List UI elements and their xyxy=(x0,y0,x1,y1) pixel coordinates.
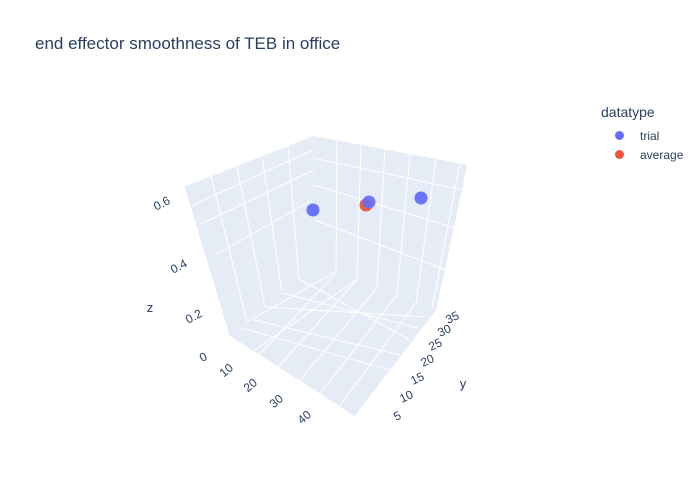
legend-item-average[interactable]: average xyxy=(601,145,683,164)
trial-point[interactable] xyxy=(306,203,320,217)
legend-item-trial[interactable]: trial xyxy=(601,126,683,145)
x-tick-label: 40 xyxy=(295,407,314,427)
axis-edges xyxy=(183,164,469,418)
z-tick-label: 0.6 xyxy=(151,193,173,213)
legend-marker xyxy=(615,150,624,159)
wall-yz xyxy=(313,136,468,310)
y-tick-label: 20 xyxy=(418,351,436,369)
legend-title: datatype xyxy=(601,104,655,120)
chart-title: end effector smoothness of TEB in office xyxy=(35,34,341,53)
y-tick-label: 25 xyxy=(426,335,444,353)
y-axis-title: y xyxy=(460,376,467,391)
x-tick-label: 30 xyxy=(267,391,286,411)
grid-lines xyxy=(192,139,464,413)
trial-point[interactable] xyxy=(414,191,428,205)
trial-point[interactable] xyxy=(362,195,376,209)
y-tick-label: 35 xyxy=(443,308,461,326)
z-tick-label: 0 xyxy=(197,349,210,365)
x-tick-label: 20 xyxy=(241,375,260,395)
y-axis-ticks: 5 10 15 20 25 30 35 xyxy=(391,308,461,423)
legend-label: trial xyxy=(640,128,660,143)
z-axis-title: z xyxy=(147,300,154,315)
legend-marker xyxy=(615,131,624,140)
markers xyxy=(306,191,428,217)
z-tick-label: 0.4 xyxy=(168,256,190,276)
x-tick-label: 10 xyxy=(217,360,236,380)
y-tick-label: 30 xyxy=(435,321,453,339)
y-tick-label: 5 xyxy=(391,408,403,424)
legend-label: average xyxy=(640,147,684,162)
z-tick-label: 0.2 xyxy=(183,306,205,326)
wall-xz xyxy=(184,136,316,336)
legend: datatype trial average xyxy=(601,104,683,164)
y-tick-label: 15 xyxy=(408,369,426,387)
y-tick-label: 10 xyxy=(397,387,415,405)
